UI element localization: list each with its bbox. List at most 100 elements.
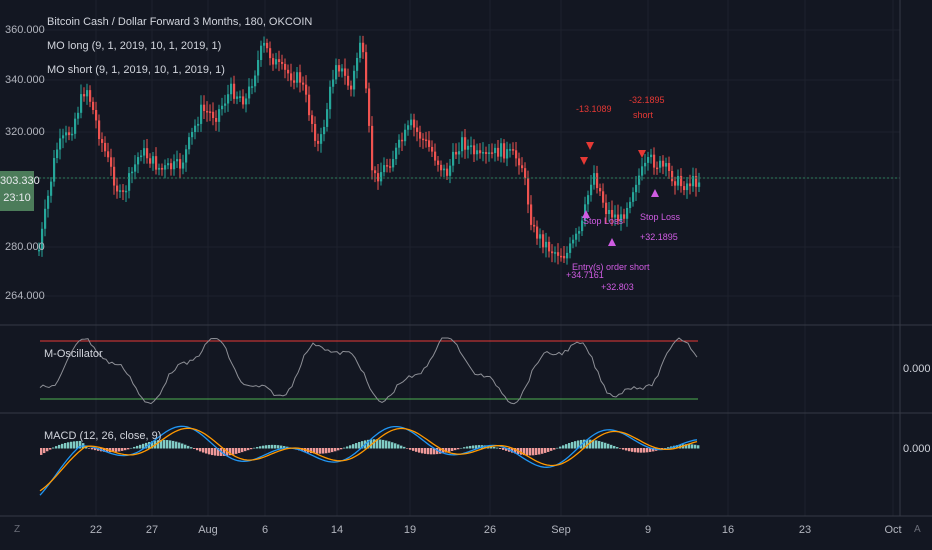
histogram-bar xyxy=(640,448,643,453)
candle xyxy=(473,145,476,155)
histogram-bar xyxy=(181,443,184,449)
histogram-bar xyxy=(196,448,199,451)
histogram-bar xyxy=(697,445,700,449)
candle xyxy=(284,63,287,70)
auto-scale-button[interactable]: A xyxy=(914,524,921,535)
histogram-bar xyxy=(316,448,319,454)
candle xyxy=(248,86,251,99)
histogram-bar xyxy=(664,447,667,449)
indicator-legend-long[interactable]: MO long (9, 1, 2019, 10, 1, 2019, 1) xyxy=(47,40,222,52)
histogram-bar xyxy=(400,445,403,449)
candle xyxy=(122,190,125,192)
candle xyxy=(398,139,401,148)
histogram-bar xyxy=(193,448,196,449)
candle xyxy=(212,111,215,119)
candle xyxy=(104,142,107,152)
trade-markers xyxy=(580,142,659,246)
candle xyxy=(50,181,53,196)
candle xyxy=(128,173,131,191)
candle xyxy=(158,167,161,170)
current-price-badge: 303.330 23:10 xyxy=(0,171,40,211)
histogram-bar xyxy=(205,448,208,454)
time-tick: 27 xyxy=(145,524,159,536)
candle xyxy=(521,165,524,169)
candle xyxy=(47,195,50,209)
histogram-bar xyxy=(628,448,631,452)
histogram-bar xyxy=(562,445,565,449)
candle xyxy=(176,159,179,162)
macd-histogram xyxy=(40,439,700,456)
histogram-bar xyxy=(331,448,334,453)
candle xyxy=(107,151,110,158)
histogram-bar xyxy=(616,447,619,449)
candle xyxy=(131,171,134,174)
histogram-bar xyxy=(637,448,640,453)
stop-arrow-icon xyxy=(651,189,659,197)
histogram-bar xyxy=(556,447,559,449)
candle xyxy=(677,175,680,186)
histogram-bar xyxy=(157,440,160,449)
candle xyxy=(530,204,533,225)
candle xyxy=(422,138,425,141)
candle xyxy=(488,152,491,154)
candle xyxy=(242,96,245,105)
histogram-bar xyxy=(301,448,304,452)
candle xyxy=(362,42,365,53)
histogram-bar xyxy=(118,448,121,452)
candle xyxy=(314,123,317,141)
candle xyxy=(272,58,275,65)
histogram-bar xyxy=(88,448,91,449)
candle xyxy=(335,65,338,80)
histogram-bar xyxy=(394,443,397,449)
histogram-bar xyxy=(490,446,493,449)
candle xyxy=(407,125,410,130)
histogram-bar xyxy=(199,448,202,452)
histogram-bar xyxy=(163,439,166,449)
candle xyxy=(302,82,305,85)
histogram-bar xyxy=(430,448,433,455)
indicator-legend-short[interactable]: MO short (9, 1, 2019, 10, 1, 2019, 1) xyxy=(47,64,225,76)
histogram-bar xyxy=(496,447,499,449)
candle xyxy=(380,172,383,182)
time-tick: 16 xyxy=(721,524,735,536)
histogram-bar xyxy=(346,446,349,449)
current-price: 303.330 xyxy=(0,175,40,187)
candle xyxy=(494,147,497,154)
histogram-bar xyxy=(241,448,244,453)
candle xyxy=(53,158,56,182)
candle xyxy=(416,127,419,132)
histogram-bar xyxy=(202,448,205,453)
candle xyxy=(137,157,140,165)
candle xyxy=(89,90,92,102)
chart-title[interactable]: Bitcoin Cash / Dollar Forward 3 Months, … xyxy=(47,16,313,28)
candle xyxy=(404,129,407,142)
candle xyxy=(512,149,515,151)
time-tick: 9 xyxy=(644,524,652,536)
price-tick: 320.000 xyxy=(5,126,45,138)
candle xyxy=(386,165,389,167)
histogram-bar xyxy=(382,439,385,449)
candle xyxy=(95,109,98,121)
histogram-bar xyxy=(319,448,322,454)
candle xyxy=(206,110,209,113)
candle xyxy=(443,168,446,171)
histogram-bar xyxy=(454,448,457,451)
candle xyxy=(146,148,149,159)
time-tick: Aug xyxy=(198,524,218,536)
oscillator-label[interactable]: M-Oscillator xyxy=(44,348,103,360)
candle xyxy=(554,252,557,254)
macd-label[interactable]: MACD (12, 26, close, 9) xyxy=(44,430,162,442)
short-value-label: -32.1895 xyxy=(629,95,665,105)
candle xyxy=(593,173,596,185)
zoom-icon[interactable]: Z xyxy=(14,524,21,535)
candle xyxy=(470,145,473,147)
histogram-bar xyxy=(91,448,94,450)
candle xyxy=(533,224,536,227)
candle xyxy=(251,86,254,88)
candle xyxy=(296,72,299,83)
candle xyxy=(428,140,431,147)
histogram-bar xyxy=(259,446,262,449)
histogram-bar xyxy=(688,444,691,449)
candle xyxy=(155,156,158,170)
